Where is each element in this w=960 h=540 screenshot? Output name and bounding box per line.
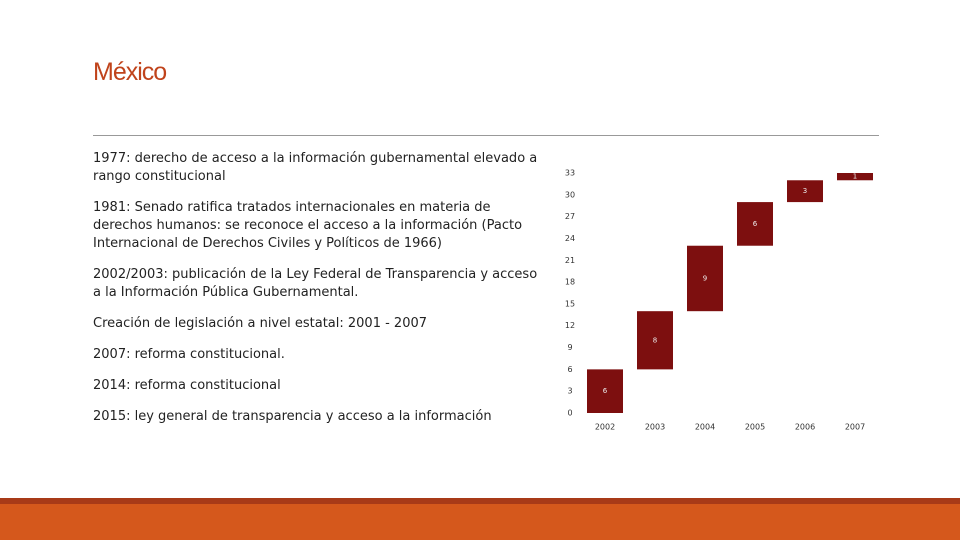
bullet-item: 2015: ley general de transparencia y acc… [93, 409, 492, 424]
bar [637, 311, 673, 370]
y-tick-label: 18 [565, 278, 575, 287]
y-tick-label: 21 [565, 256, 575, 265]
y-tick-label: 3 [567, 387, 572, 396]
data-label: 8 [653, 336, 657, 344]
x-tick-label: 2003 [645, 423, 665, 432]
y-tick-label: 30 [565, 190, 575, 199]
y-tick-label: 15 [565, 299, 575, 308]
bullet-item: 1981: Senado ratifica tratados internaci… [93, 200, 523, 251]
x-tick-label: 2007 [845, 423, 865, 432]
divider [93, 135, 879, 136]
x-tick-label: 2006 [795, 423, 815, 432]
footer-band [0, 504, 960, 540]
y-tick-label: 6 [567, 365, 572, 374]
bullet-item: 1977: derecho de acceso a la información… [93, 151, 538, 184]
bar [787, 180, 823, 203]
bullet-list: 1977: derecho de acceso a la información… [93, 150, 548, 439]
bar [587, 369, 623, 413]
x-tick-label: 2005 [745, 423, 765, 432]
footer-stripe [0, 498, 960, 504]
bullet-item: Creación de legislación a nivel estatal:… [93, 316, 428, 331]
data-label: 1 [853, 173, 857, 181]
data-label: 6 [603, 387, 608, 395]
slide-title: México [93, 58, 167, 86]
x-tick-label: 2002 [595, 423, 615, 432]
data-label: 6 [753, 220, 758, 228]
bar [687, 245, 723, 312]
bullet-item: 2002/2003: publicación de la Ley Federal… [93, 267, 538, 300]
y-tick-label: 24 [565, 234, 575, 243]
y-tick-label: 33 [565, 169, 575, 178]
y-tick-label: 27 [565, 212, 575, 221]
data-label: 3 [803, 187, 807, 195]
data-label: 9 [703, 274, 707, 282]
bar [837, 173, 873, 181]
y-tick-label: 9 [567, 343, 572, 352]
y-tick-label: 0 [567, 409, 572, 418]
bullet-item: 2007: reforma constitucional. [93, 347, 285, 362]
y-tick-label: 12 [565, 321, 575, 330]
bar [737, 202, 773, 246]
bullet-item: 2014: reforma constitucional [93, 378, 281, 393]
x-tick-label: 2004 [695, 423, 715, 432]
